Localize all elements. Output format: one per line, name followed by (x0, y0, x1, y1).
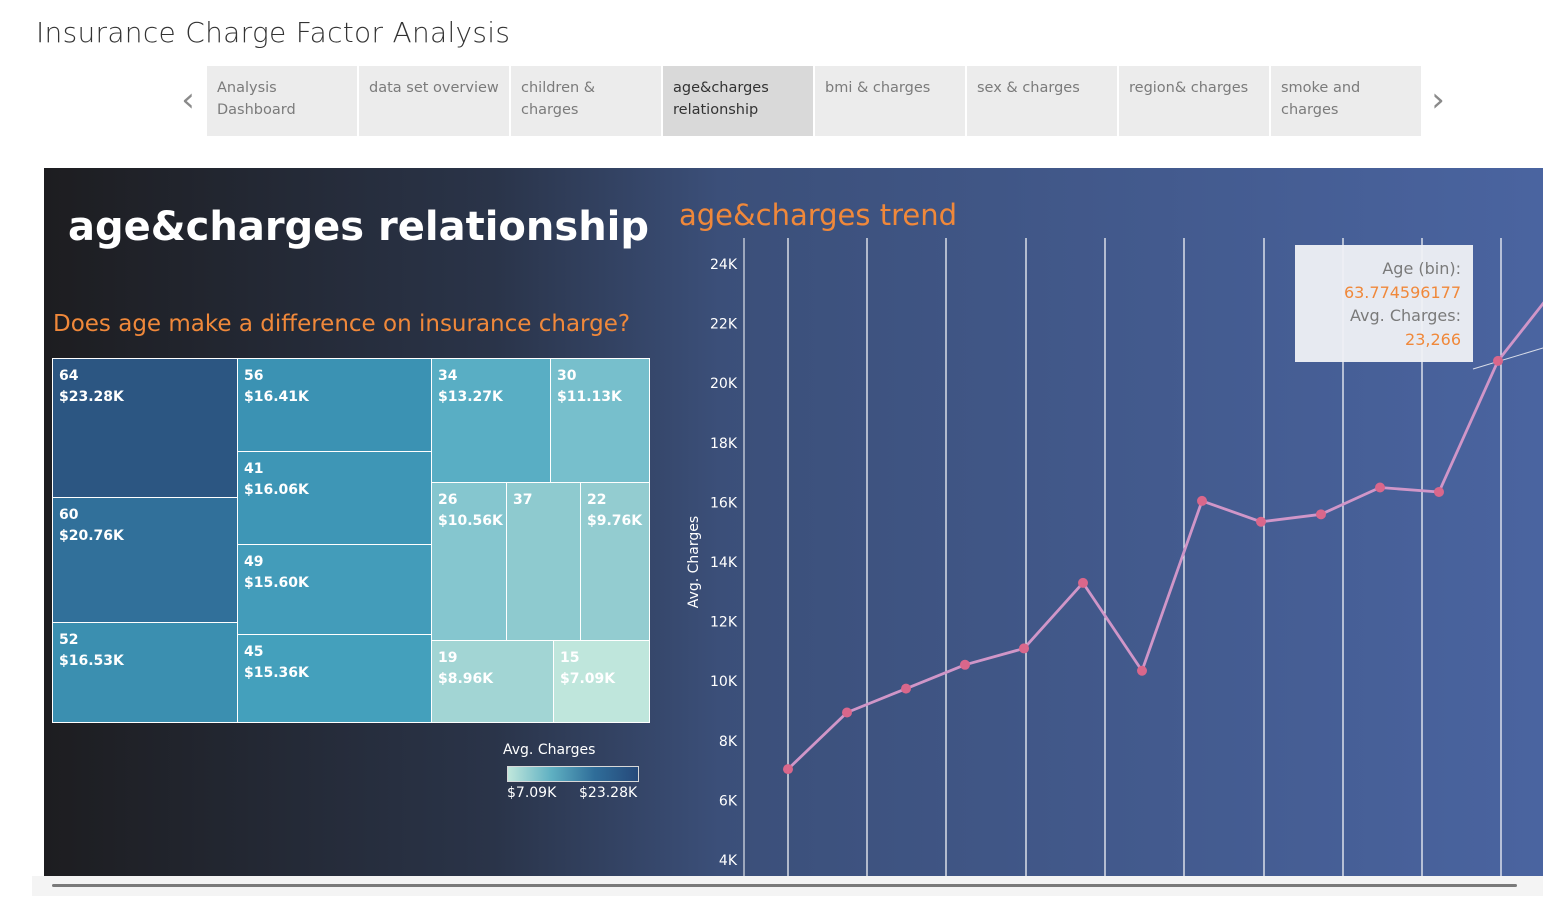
data-point-0 (783, 764, 793, 775)
treemap-cell-age-label: 37 (513, 492, 533, 508)
tab-smoke-charges[interactable]: smoke and charges (1271, 66, 1421, 136)
treemap-cell-age-label: 15 (560, 650, 580, 666)
data-point-3 (960, 659, 970, 670)
treemap-cell-value-label: $20.76K (59, 528, 124, 544)
treemap-cell-value-label: $16.53K (59, 653, 124, 669)
treemap-cell-age-label: 34 (438, 368, 458, 384)
data-point-2 (901, 683, 911, 694)
data-point-4 (1019, 643, 1029, 654)
tooltip-leader-line (1472, 347, 1543, 370)
treemap-cell-age-label: 30 (557, 368, 577, 384)
y-tick-label: 24K (710, 257, 738, 273)
treemap-cell-age-label: 22 (587, 492, 607, 508)
y-tick-label: 18K (710, 436, 738, 452)
tooltip-age-label: Age (bin): (1382, 259, 1461, 278)
legend-title: Avg. Charges (503, 742, 596, 758)
y-tick-label: 22K (710, 317, 738, 333)
tooltip-charges-value: 23,266 (1405, 329, 1461, 349)
y-tick-label: 16K (710, 495, 738, 511)
y-tick-label: 12K (710, 615, 738, 631)
treemap-cell-age-49[interactable]: 49 $15.60K (237, 544, 432, 635)
data-point-11 (1434, 486, 1444, 497)
data-point-8 (1256, 516, 1266, 527)
treemap-cell-age-22[interactable]: 22 $9.76K (580, 482, 650, 641)
data-point-1 (842, 707, 852, 718)
treemap-cell-age-45[interactable]: 45 $15.36K (237, 634, 432, 723)
treemap-cell-age-label: 56 (244, 368, 264, 384)
treemap-cell-age-52[interactable]: 52 $16.53K (52, 622, 238, 723)
dashboard-question: Does age make a difference on insurance … (53, 311, 631, 337)
treemap-cell-age-label: 52 (59, 632, 79, 648)
trend-chart: 24K 22K 20K 18K 16K 14K 12K 10K 8K 6K 4K Avg. Charg… (686, 238, 1543, 876)
tab-data-set-overview[interactable]: data set overview (359, 66, 509, 136)
y-tick-label: 8K (719, 734, 738, 750)
data-point-6 (1137, 665, 1147, 676)
treemap-cell-value-label: $8.96K (438, 671, 494, 687)
chevron-right-icon[interactable]: › (1431, 80, 1445, 120)
chevron-left-icon[interactable]: ‹ (181, 80, 195, 120)
y-tick-label: 6K (719, 793, 738, 809)
horizontal-scrollbar[interactable] (52, 884, 1517, 887)
tab-region-charges[interactable]: region& charges (1119, 66, 1269, 136)
treemap-cell-age-37[interactable]: 37 (506, 482, 582, 641)
age-treemap: 64 $23.28K 56 $16.41K 34 $13.27K 30 $11.13K 41 $1… (52, 358, 650, 723)
treemap-cell-value-label: $23.28K (59, 389, 124, 405)
treemap-cell-value-label: $16.06K (244, 482, 309, 498)
data-point-5 (1078, 577, 1088, 588)
page-title: Insurance Charge Factor Analysis (36, 16, 511, 49)
data-point-9 (1316, 509, 1326, 520)
legend-color-bar (507, 766, 639, 782)
treemap-cell-value-label: $7.09K (560, 671, 616, 687)
tab-children-charges[interactable]: children & charges (511, 66, 661, 136)
treemap-cell-age-41[interactable]: 41 $16.06K (237, 451, 432, 545)
treemap-cell-age-30[interactable]: 30 $11.13K (550, 358, 650, 483)
treemap-cell-value-label: $16.41K (244, 389, 309, 405)
data-point-7 (1197, 495, 1207, 506)
treemap-cell-value-label: $15.36K (244, 665, 309, 681)
data-point-12 (1493, 355, 1503, 366)
treemap-cell-age-56[interactable]: 56 $16.41K (237, 358, 432, 452)
dashboard-heading: age&charges relationship (68, 204, 650, 250)
chart-tooltip: Age (bin): 63.774596177 Avg. Charges: 23… (1295, 245, 1473, 362)
y-tick-label: 20K (710, 376, 738, 392)
treemap-cell-age-label: 64 (59, 368, 79, 384)
y-tick-label: 14K (710, 555, 738, 571)
treemap-cell-value-label: $9.76K (587, 513, 643, 529)
trend-line (787, 301, 1543, 771)
tooltip-age-value: 63.774596177 (1343, 282, 1461, 302)
y-axis-label: Avg. Charges (686, 516, 702, 608)
treemap-cell-value-label: $13.27K (438, 389, 503, 405)
treemap-cell-age-26[interactable]: 26 $10.56K (431, 482, 507, 641)
treemap-cell-age-64[interactable]: 64 $23.28K (52, 358, 238, 498)
tab-bmi-charges[interactable]: bmi & charges (815, 66, 965, 136)
dashboard-panel: age&charges relationship Does age make a… (44, 168, 1543, 876)
treemap-cell-age-60[interactable]: 60 $20.76K (52, 497, 238, 623)
tab-sex-charges[interactable]: sex & charges (967, 66, 1117, 136)
tab-bar: Analysis Dashboard data set overview chi… (207, 66, 1423, 136)
tab-analysis-dashboard[interactable]: Analysis Dashboard (207, 66, 357, 136)
treemap-cell-value-label: $11.13K (557, 389, 622, 405)
treemap-cell-age-label: 26 (438, 492, 458, 508)
tooltip-charges-label: Avg. Charges: (1350, 306, 1461, 325)
treemap-cell-age-15[interactable]: 15 $7.09K (553, 640, 650, 723)
treemap-cell-value-label: $15.60K (244, 575, 309, 591)
treemap-cell-age-label: 60 (59, 507, 79, 523)
y-tick-label: 10K (710, 674, 738, 690)
data-point-10 (1375, 482, 1385, 493)
tab-age-charges-relationship[interactable]: age&charges relationship (663, 66, 813, 136)
treemap-cell-age-19[interactable]: 19 $8.96K (431, 640, 554, 723)
legend-max: $23.28K (579, 785, 638, 801)
treemap-cell-age-34[interactable]: 34 $13.27K (431, 358, 551, 483)
legend-min: $7.09K (507, 785, 557, 801)
treemap-cell-age-label: 45 (244, 644, 264, 660)
treemap-cell-age-label: 49 (244, 554, 264, 570)
treemap-cell-age-label: 41 (244, 461, 264, 477)
treemap-cell-value-label: $10.56K (438, 513, 503, 529)
treemap-cell-age-label: 19 (438, 650, 458, 666)
y-tick-label: 4K (719, 853, 738, 869)
trend-title: age&charges trend (679, 198, 958, 232)
